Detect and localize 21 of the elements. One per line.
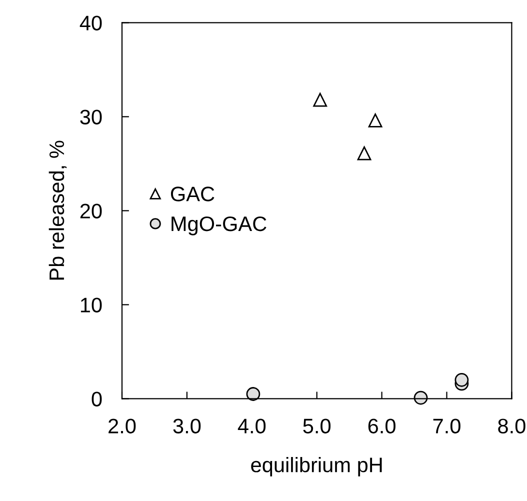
- x-tick-label: 5.0: [303, 418, 331, 434]
- y-axis-title: Pb released, %: [48, 140, 67, 280]
- y-tick-label: 30: [80, 110, 102, 124]
- point: [357, 146, 372, 160]
- y-tick-label: 10: [80, 298, 102, 312]
- y-tick-label: 20: [80, 204, 102, 218]
- y-tick-label: 0: [92, 392, 102, 406]
- point: [313, 92, 328, 107]
- x-tick-label: 7.0: [433, 418, 460, 434]
- x-axis-title: equilibrium pH: [251, 457, 382, 476]
- x-tick-label: 8.0: [498, 418, 526, 434]
- x-tick-label: 3.0: [173, 418, 201, 434]
- legend-label: MgO-GAC: [172, 216, 266, 236]
- y-tick-label: 40: [80, 16, 102, 30]
- point: [368, 114, 382, 128]
- x-tick-label: 6.0: [368, 418, 396, 434]
- point: [246, 387, 260, 401]
- x-tick-label: 4.0: [238, 418, 266, 434]
- legend-label: GAC: [170, 186, 214, 202]
- point: [454, 372, 469, 387]
- x-tick-label: 2.0: [108, 418, 136, 434]
